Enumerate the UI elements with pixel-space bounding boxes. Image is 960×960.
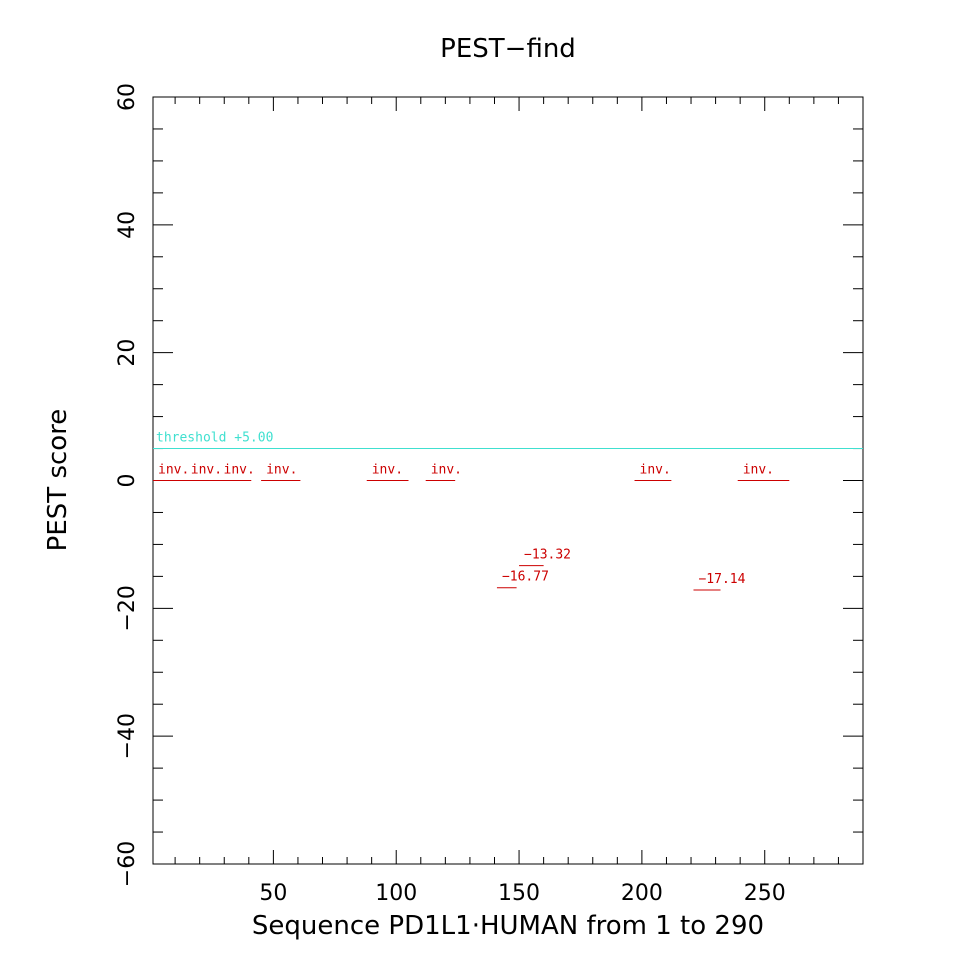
segment-label: inv. [431,463,462,478]
y-tick-label: −60 [115,841,140,887]
chart-title: PEST−find [440,34,576,64]
x-axis-label: Sequence PD1L1·HUMAN from 1 to 290 [252,911,764,941]
x-tick-label: 200 [621,881,663,906]
x-tick-label: 150 [498,881,540,906]
x-tick-label: 100 [375,881,417,906]
y-tick-label: −20 [115,585,140,631]
segment-label: inv. [372,463,403,478]
segment-label: inv. [191,463,222,478]
axis-ticks [153,97,863,864]
x-tick-label: 250 [744,881,786,906]
y-tick-label: 60 [115,83,140,111]
segment-label: −16.77 [502,570,549,585]
segment-label: inv. [158,463,189,478]
segment-label: inv. [224,463,255,478]
segment-label: inv. [743,463,774,478]
segment-label: −17.14 [698,572,745,587]
segment-label: inv. [266,463,297,478]
segment-label: inv. [640,463,671,478]
threshold-label: threshold +5.00 [156,431,273,446]
y-tick-label: 40 [115,211,140,239]
x-tick-label: 50 [259,881,287,906]
y-tick-label: 20 [115,339,140,367]
y-tick-label: −40 [115,713,140,759]
segment-label: −13.32 [524,548,571,563]
threshold-layer: threshold +5.00 [153,431,863,450]
axis-tick-labels: 50 100 150 200 250 −60 −40 −20 0 20 40 60 [115,83,786,906]
y-axis-label: PEST score [43,409,73,552]
y-tick-label: 0 [115,474,140,488]
pest-segments: inv. inv. inv. inv. inv. inv.−16.77−13.32inv.… [153,463,790,591]
